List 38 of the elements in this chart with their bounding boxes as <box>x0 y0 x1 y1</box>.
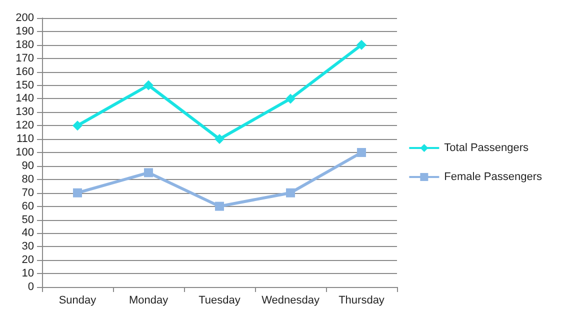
point <box>144 168 153 178</box>
point <box>72 120 82 131</box>
x-tick-label: Monday <box>128 294 169 306</box>
y-tick-label: 130 <box>16 106 34 118</box>
point <box>286 188 295 198</box>
point <box>286 94 296 104</box>
point <box>73 188 82 198</box>
x-tick-label: Thursday <box>338 294 385 306</box>
y-tick-label: 50 <box>22 214 34 226</box>
y-tick-label: 30 <box>22 240 34 253</box>
y-tick-label: 110 <box>16 133 34 146</box>
point <box>357 148 366 157</box>
y-tick-label: 160 <box>16 66 34 78</box>
x-tick-label: Tuesday <box>198 294 241 306</box>
y-tick-label: 120 <box>16 120 34 132</box>
y-tick-label: 20 <box>22 254 34 266</box>
y-tick-label: 170 <box>16 52 34 64</box>
y-tick-label: 190 <box>16 25 34 38</box>
y-tick-label: 40 <box>22 227 34 240</box>
y-tick-label: 60 <box>22 200 34 212</box>
y-tick-label: 200 <box>16 12 34 24</box>
y-tick-label: 180 <box>16 38 34 51</box>
legend-label: Female Passengers <box>444 171 542 183</box>
y-tick-label: 150 <box>16 79 34 92</box>
y-tick-label: 90 <box>22 160 34 172</box>
y-tick-label: 70 <box>22 186 34 199</box>
point <box>144 80 154 90</box>
point <box>215 202 224 211</box>
y-tick-label: 140 <box>16 92 34 105</box>
point <box>214 134 224 144</box>
x-tick-label: Sunday <box>58 294 97 306</box>
x-tick-label: Wednesday <box>262 294 320 306</box>
y-tick-label: 0 <box>28 281 34 293</box>
y-tick-label: 80 <box>22 173 34 186</box>
legend-label: Total Passengers <box>444 142 530 154</box>
y-tick-label: 100 <box>16 146 34 158</box>
y-tick-label: 10 <box>22 268 34 280</box>
point <box>356 40 366 50</box>
